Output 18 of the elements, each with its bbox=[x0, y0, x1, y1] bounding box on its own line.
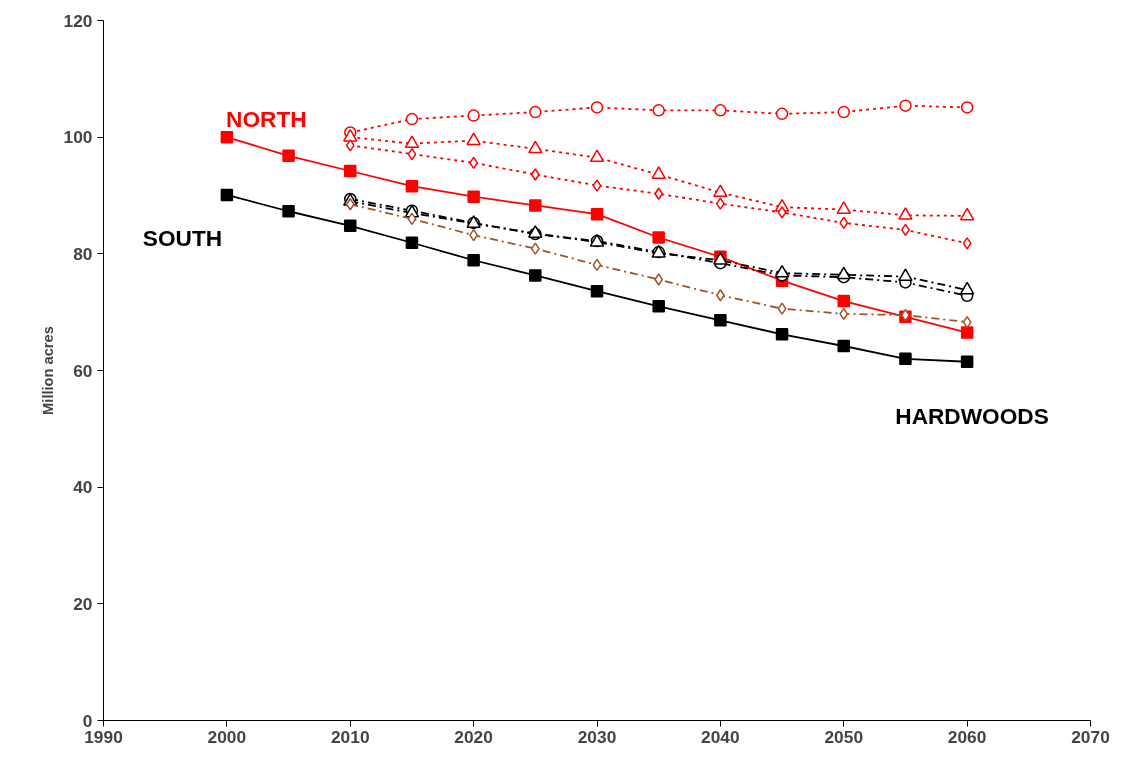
y-tick-label: 120 bbox=[63, 10, 93, 31]
y-tick-label: 100 bbox=[63, 127, 93, 148]
annotation: SOUTH bbox=[142, 224, 223, 251]
x-tick-label: 2060 bbox=[947, 726, 987, 747]
y-tick-label: 80 bbox=[73, 243, 93, 264]
x-tick-label: 2020 bbox=[454, 726, 493, 747]
x-tick-label: 2070 bbox=[1071, 726, 1110, 747]
y-tick-label: 20 bbox=[73, 593, 93, 614]
x-tick-label: 2050 bbox=[824, 726, 864, 747]
y-axis-title: Million acres bbox=[39, 326, 56, 415]
x-tick-label: 2030 bbox=[577, 726, 617, 747]
x-tick-label: 2040 bbox=[701, 726, 740, 747]
x-tick-label: 2010 bbox=[330, 726, 370, 747]
x-tick-label: 2000 bbox=[207, 726, 247, 747]
y-tick-label: 40 bbox=[73, 477, 93, 498]
annotation: HARDWOODS bbox=[895, 403, 1049, 429]
y-tick-label: 60 bbox=[73, 360, 93, 381]
annotation: NORTH bbox=[226, 105, 307, 132]
